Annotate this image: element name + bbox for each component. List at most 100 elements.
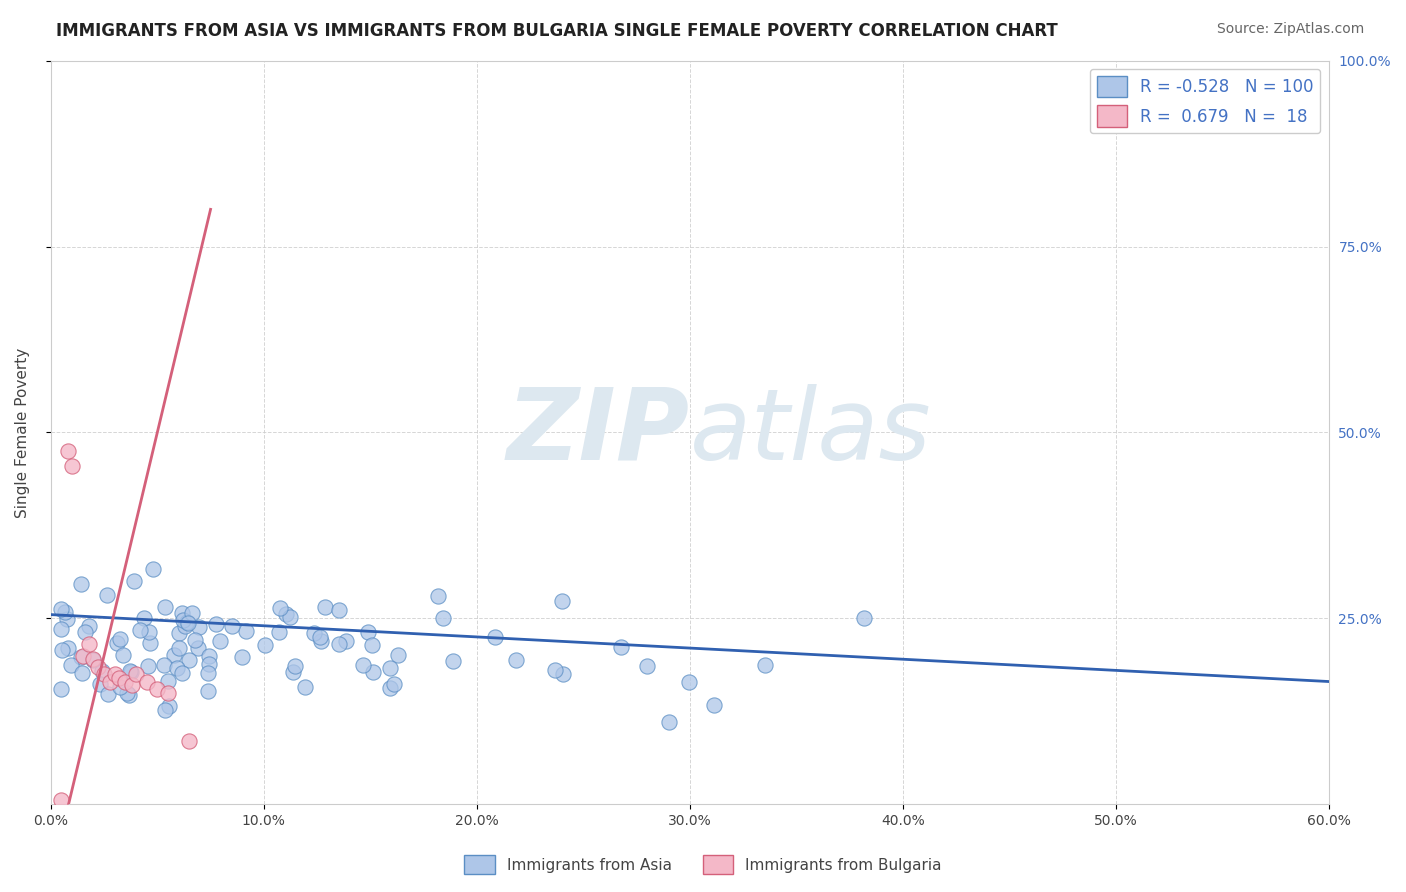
- Point: [551, 667, 574, 681]
- Point: [60, 658, 83, 673]
- Point: [135, 674, 157, 689]
- Point: [636, 658, 658, 673]
- Point: [89, 676, 111, 690]
- Point: [544, 664, 567, 678]
- Point: [82, 652, 104, 666]
- Point: [505, 653, 527, 667]
- Point: [254, 638, 277, 652]
- Point: [51, 682, 73, 697]
- Point: [235, 624, 257, 639]
- Point: [100, 674, 122, 689]
- Point: [181, 606, 204, 620]
- Point: [82, 652, 104, 666]
- Point: [56, 444, 79, 458]
- Point: [610, 640, 633, 655]
- Point: [441, 654, 464, 668]
- Point: [172, 665, 194, 680]
- Point: [311, 633, 333, 648]
- Point: [167, 625, 190, 640]
- Point: [209, 634, 232, 648]
- Point: [174, 619, 197, 633]
- Point: [432, 611, 454, 625]
- Point: [197, 666, 219, 681]
- Point: [60, 458, 83, 473]
- Point: [294, 680, 316, 694]
- Point: [387, 648, 409, 662]
- Point: [70, 650, 93, 665]
- Point: [156, 673, 179, 688]
- Point: [177, 616, 200, 631]
- Point: [361, 665, 384, 679]
- Point: [284, 659, 307, 673]
- Point: [118, 664, 141, 678]
- Point: [114, 674, 136, 689]
- Point: [124, 574, 146, 589]
- Point: [382, 677, 405, 691]
- Point: [107, 636, 129, 650]
- Point: [108, 671, 131, 685]
- Point: [484, 631, 506, 645]
- Point: [187, 620, 209, 634]
- Point: [187, 641, 209, 656]
- Point: [129, 623, 152, 637]
- Point: [120, 665, 142, 679]
- Point: [115, 686, 138, 700]
- Text: atlas: atlas: [690, 384, 931, 481]
- Point: [51, 622, 73, 636]
- Point: [104, 667, 127, 681]
- Point: [308, 630, 330, 644]
- Point: [328, 603, 350, 617]
- Point: [176, 615, 198, 629]
- Point: [198, 657, 221, 671]
- Point: [153, 658, 176, 673]
- Point: [136, 658, 159, 673]
- Point: [281, 665, 304, 679]
- Point: [314, 599, 336, 614]
- Legend: Immigrants from Asia, Immigrants from Bulgaria: Immigrants from Asia, Immigrants from Bu…: [458, 849, 948, 880]
- Point: [153, 600, 176, 615]
- Point: [142, 561, 165, 575]
- Point: [93, 667, 115, 681]
- Point: [53, 605, 76, 619]
- Point: [77, 637, 100, 651]
- Point: [108, 632, 131, 646]
- Point: [328, 637, 350, 651]
- Y-axis label: Single Female Poverty: Single Female Poverty: [15, 347, 30, 517]
- Point: [86, 659, 108, 673]
- Point: [302, 626, 325, 640]
- Point: [179, 734, 201, 748]
- Point: [51, 602, 73, 616]
- Point: [204, 617, 226, 632]
- Point: [96, 588, 118, 602]
- Text: ZIP: ZIP: [506, 384, 690, 481]
- Point: [138, 624, 160, 639]
- Point: [852, 611, 875, 625]
- Point: [153, 703, 176, 717]
- Point: [51, 793, 73, 807]
- Text: Source: ZipAtlas.com: Source: ZipAtlas.com: [1216, 22, 1364, 37]
- Point: [112, 648, 135, 662]
- Point: [156, 686, 179, 700]
- Point: [70, 665, 93, 680]
- Point: [550, 594, 572, 608]
- Point: [170, 606, 193, 620]
- Point: [108, 681, 131, 695]
- Point: [163, 648, 186, 662]
- Point: [118, 689, 141, 703]
- Point: [221, 618, 243, 632]
- Point: [172, 613, 194, 627]
- Point: [702, 698, 724, 713]
- Point: [55, 611, 77, 625]
- Point: [166, 661, 188, 675]
- Point: [51, 643, 73, 657]
- Point: [269, 600, 291, 615]
- Point: [378, 681, 401, 696]
- Point: [125, 667, 148, 681]
- Point: [678, 675, 700, 690]
- Point: [157, 699, 180, 714]
- Point: [91, 665, 114, 679]
- Point: [183, 632, 205, 647]
- Point: [132, 611, 155, 625]
- Point: [177, 653, 200, 667]
- Point: [380, 661, 402, 675]
